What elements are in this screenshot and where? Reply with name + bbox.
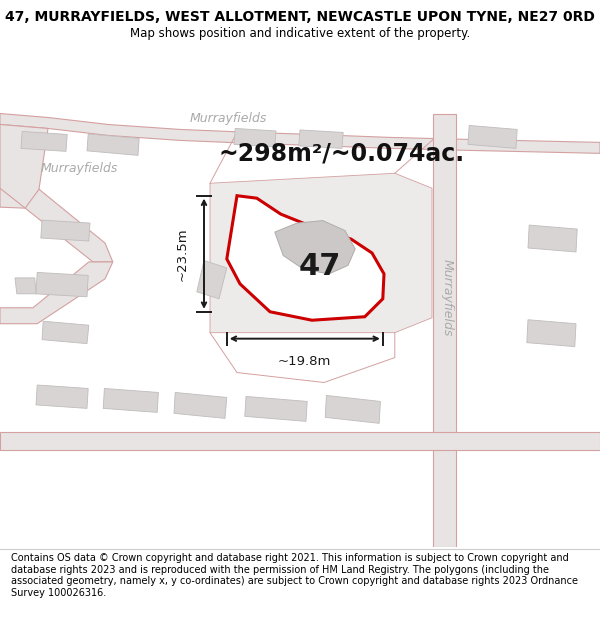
Polygon shape [227, 196, 384, 320]
Polygon shape [103, 389, 158, 412]
Text: 47, MURRAYFIELDS, WEST ALLOTMENT, NEWCASTLE UPON TYNE, NE27 0RD: 47, MURRAYFIELDS, WEST ALLOTMENT, NEWCAS… [5, 10, 595, 24]
Polygon shape [87, 134, 139, 156]
Polygon shape [36, 385, 88, 408]
Polygon shape [0, 114, 600, 153]
Polygon shape [41, 220, 90, 241]
Polygon shape [234, 129, 276, 147]
Polygon shape [325, 396, 380, 423]
Polygon shape [0, 124, 48, 208]
Text: Murrayfields: Murrayfields [190, 112, 266, 125]
Text: 47: 47 [298, 251, 341, 281]
Polygon shape [15, 278, 36, 294]
Polygon shape [527, 320, 576, 347]
Polygon shape [210, 173, 432, 332]
Polygon shape [0, 432, 600, 450]
Polygon shape [21, 131, 67, 151]
Polygon shape [0, 188, 113, 262]
Text: ~23.5m: ~23.5m [176, 227, 189, 281]
Polygon shape [0, 262, 113, 324]
Polygon shape [36, 272, 88, 297]
Text: ~298m²/~0.074ac.: ~298m²/~0.074ac. [219, 141, 465, 166]
Polygon shape [245, 396, 307, 421]
Polygon shape [433, 114, 456, 547]
Text: Murrayfields: Murrayfields [41, 162, 118, 175]
Text: Contains OS data © Crown copyright and database right 2021. This information is : Contains OS data © Crown copyright and d… [11, 553, 578, 598]
Polygon shape [468, 126, 517, 148]
Polygon shape [174, 392, 227, 418]
Polygon shape [299, 130, 343, 148]
Polygon shape [528, 225, 577, 252]
Text: Murrayfields: Murrayfields [440, 259, 454, 336]
Text: Map shows position and indicative extent of the property.: Map shows position and indicative extent… [130, 27, 470, 40]
Polygon shape [42, 321, 89, 344]
Text: ~19.8m: ~19.8m [278, 354, 331, 367]
Polygon shape [197, 261, 227, 299]
Polygon shape [275, 221, 355, 274]
